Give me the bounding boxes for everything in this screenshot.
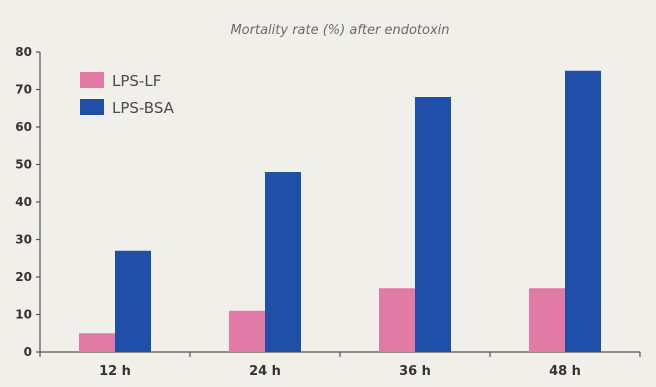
y-tick-label: 50 bbox=[15, 158, 32, 172]
legend-swatch bbox=[80, 72, 104, 88]
y-tick-label: 30 bbox=[15, 233, 32, 247]
bar-lps-bsa-24h bbox=[265, 172, 301, 352]
legend-swatch bbox=[80, 99, 104, 115]
x-tick-label: 48 h bbox=[549, 364, 581, 379]
y-tick-label: 80 bbox=[15, 45, 32, 59]
x-tick-label: 12 h bbox=[99, 364, 131, 379]
legend-label: LPS-BSA bbox=[112, 99, 175, 117]
bar-lps-bsa-36h bbox=[415, 97, 451, 352]
axes: 0 10 20 30 40 50 60 70 80 12 h 24 h 36 h 48 h bbox=[15, 45, 641, 379]
y-tick-label: 70 bbox=[15, 83, 32, 97]
y-tick-label: 0 bbox=[24, 345, 32, 359]
bar-lps-lf-36h bbox=[379, 288, 415, 352]
bar-lps-lf-12h bbox=[79, 333, 115, 352]
legend: LPS-LF LPS-BSA bbox=[80, 72, 175, 117]
y-tick-label: 10 bbox=[15, 308, 32, 322]
x-tick-label: 36 h bbox=[399, 364, 431, 379]
bar-lps-bsa-48h bbox=[565, 70, 601, 352]
legend-label: LPS-LF bbox=[112, 72, 161, 90]
bar-lps-lf-24h bbox=[229, 310, 265, 352]
bar-lps-bsa-12h bbox=[115, 250, 151, 352]
x-tick-label: 24 h bbox=[249, 364, 281, 379]
y-tick-label: 20 bbox=[15, 270, 32, 284]
bar-lps-lf-48h bbox=[529, 288, 565, 352]
y-tick-label: 60 bbox=[15, 120, 32, 134]
chart-title: Mortality rate (%) after endotoxin bbox=[230, 23, 449, 38]
bars bbox=[79, 70, 601, 352]
y-tick-label: 40 bbox=[15, 195, 32, 209]
